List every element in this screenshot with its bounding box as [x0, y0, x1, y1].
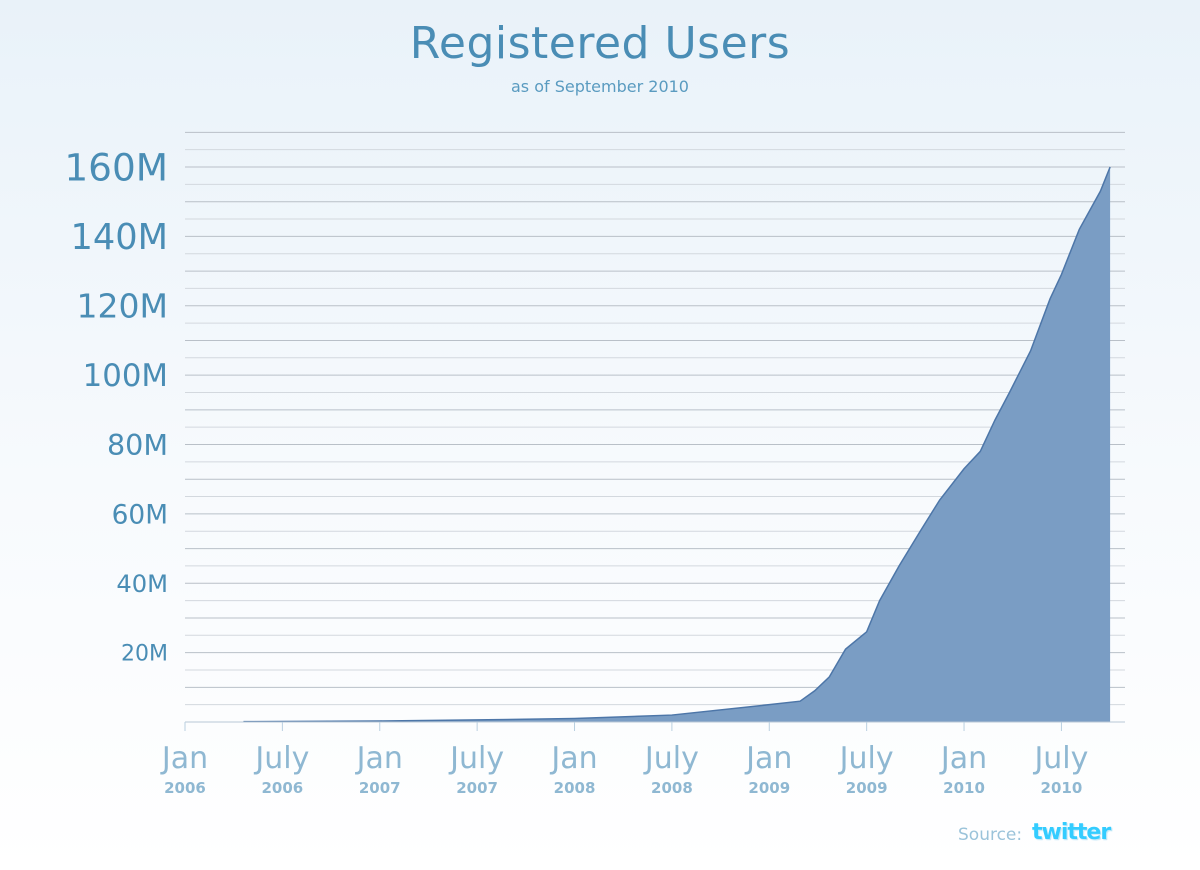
x-tick-year: 2009: [748, 779, 790, 797]
y-tick-label: 20M: [121, 642, 168, 667]
y-tick-label: 160M: [64, 145, 168, 189]
x-tick-year: 2007: [456, 779, 498, 797]
x-tick-label: Jan: [744, 741, 792, 776]
x-tick-label: Jan: [549, 741, 597, 776]
y-tick-label: 120M: [77, 287, 168, 326]
y-tick-label: 40M: [116, 570, 168, 598]
y-tick-label: 60M: [112, 499, 168, 530]
x-tick-year: 2006: [164, 779, 206, 797]
x-tick-year: 2009: [846, 779, 888, 797]
x-tick-label: Jan: [939, 741, 987, 776]
x-tick-label: Jan: [160, 741, 208, 776]
x-tick-label: July: [643, 741, 699, 776]
twitter-logo: twitter: [1032, 820, 1111, 845]
x-tick-label: Jan: [355, 741, 403, 776]
x-tick-year: 2007: [359, 779, 401, 797]
y-tick-label: 140M: [70, 217, 168, 258]
x-tick-year: 2008: [651, 779, 693, 797]
x-tick-year: 2010: [1041, 779, 1083, 797]
series-line: [243, 166, 1111, 723]
chart-subtitle: as of September 2010: [511, 77, 689, 96]
area-series: [243, 167, 1111, 722]
y-tick-label: 80M: [107, 428, 168, 462]
x-tick-year: 2010: [943, 779, 985, 797]
source-label: Source:: [958, 825, 1023, 845]
x-tick-label: July: [448, 741, 504, 776]
x-tick-year: 2008: [554, 779, 596, 797]
y-tick-label: 100M: [83, 358, 168, 394]
x-tick-label: July: [838, 741, 894, 776]
chart-title: Registered Users: [409, 18, 791, 69]
x-tick-label: July: [1032, 741, 1088, 776]
x-tick-label: July: [253, 741, 309, 776]
x-tick-year: 2006: [262, 779, 304, 797]
